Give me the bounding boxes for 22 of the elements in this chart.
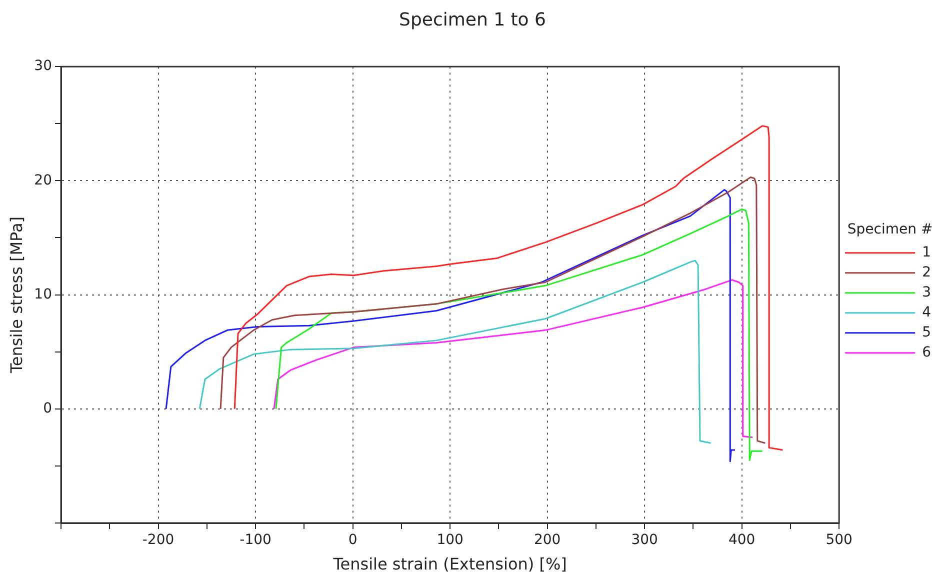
legend-label: 3 [922,284,932,301]
y-tick-label: 0 [43,400,52,417]
legend-label: 5 [922,324,932,341]
y-tick-label: 10 [34,286,52,302]
chart-title: Specimen 1 to 6 [399,9,546,30]
legend-label: 6 [922,344,932,361]
x-tick-label: 100 [436,532,464,548]
legend-label: 1 [922,244,932,261]
x-axis-title: Tensile strain (Extension) [%] [332,554,567,574]
x-tick-label: 500 [826,532,852,548]
legend-label: 4 [922,304,932,321]
x-tick-label: 300 [631,532,658,548]
legend-label: 2 [922,264,932,281]
y-tick-label: 20 [34,172,52,188]
y-tick-label: 30 [34,58,52,74]
y-axis-title: Tensile stress [MPa] [6,216,26,374]
x-tick-label: -200 [142,532,174,548]
x-tick-label: 400 [728,532,756,548]
x-tick-label: 200 [534,532,561,548]
x-tick-label: 0 [348,532,358,548]
x-tick-label: -100 [240,532,272,548]
legend-title: Specimen # [847,222,933,238]
